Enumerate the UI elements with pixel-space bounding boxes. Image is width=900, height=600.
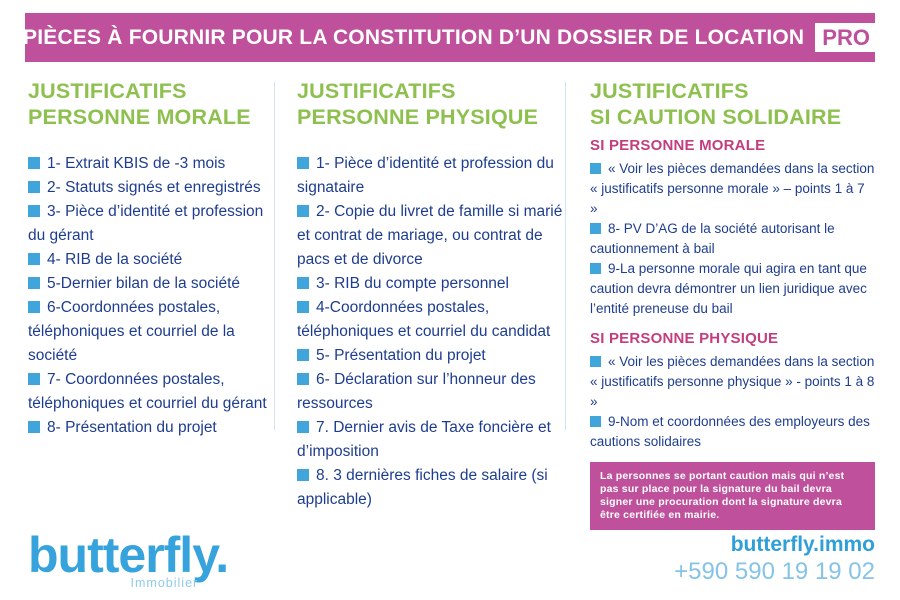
- column-divider: [274, 82, 275, 430]
- heading-line-1: JUSTIFICATIFS: [28, 79, 187, 103]
- item-text: 7. Dernier avis de Taxe foncière et d’im…: [297, 419, 551, 460]
- procuration-note: La personnes se portant caution mais qui…: [590, 462, 875, 530]
- bullet-square-icon: [590, 163, 601, 174]
- list-item: « Voir les pièces demandées dans la sect…: [590, 159, 875, 219]
- bullet-square-icon: [28, 277, 40, 289]
- item-text: 3- Pièce d’identité et profession du gér…: [28, 203, 264, 244]
- item-text: 1- Pièce d’identité et profession du sig…: [297, 155, 554, 196]
- bullet-square-icon: [28, 157, 40, 169]
- list-item: 7. Dernier avis de Taxe foncière et d’im…: [297, 416, 565, 464]
- item-text: 4- RIB de la société: [47, 251, 183, 268]
- column-caution-solidaire: JUSTIFICATIFS SI CAUTION SOLIDAIRE SI PE…: [590, 78, 875, 530]
- contact-info: butterfly.immo +590 590 19 19 02: [674, 532, 875, 586]
- list-item: 5-Dernier bilan de la société: [28, 272, 274, 296]
- column-heading: JUSTIFICATIFS PERSONNE MORALE: [28, 78, 274, 130]
- item-text: 2- Statuts signés et enregistrés: [47, 179, 261, 196]
- list-item: 9-La personne morale qui agira en tant q…: [590, 259, 875, 319]
- brand-logo: butterfly. Immobilier: [28, 527, 229, 590]
- logo-wordmark: butterfly.: [28, 527, 229, 583]
- list-item: 7- Coordonnées postales, téléphoniques e…: [28, 368, 274, 416]
- heading-line-2: SI CAUTION SOLIDAIRE: [590, 105, 842, 129]
- item-text: « Voir les pièces demandées dans la sect…: [590, 354, 875, 409]
- checklist: 1- Pièce d’identité et profession du sig…: [297, 152, 565, 512]
- heading-line-1: JUSTIFICATIFS: [297, 79, 456, 103]
- item-text: 6- Déclaration sur l’honneur des ressour…: [297, 371, 536, 412]
- section-si-personne-physique: SI PERSONNE PHYSIQUE « Voir les pièces d…: [590, 329, 875, 452]
- item-text: 9-La personne morale qui agira en tant q…: [590, 261, 867, 316]
- bullet-square-icon: [590, 263, 601, 274]
- list-item: 8- PV D’AG de la société autorisant le c…: [590, 219, 875, 259]
- logo-tagline: Immobilier: [130, 576, 199, 590]
- bullet-square-icon: [297, 157, 309, 169]
- bullet-square-icon: [297, 373, 309, 385]
- list-item: 4-Coordonnées postales, téléphoniques et…: [297, 296, 565, 344]
- heading-line-2: PERSONNE PHYSIQUE: [297, 105, 539, 129]
- bullet-square-icon: [590, 223, 601, 234]
- bullet-square-icon: [28, 205, 40, 217]
- bullet-square-icon: [297, 301, 309, 313]
- phone-number: +590 590 19 19 02: [674, 558, 875, 585]
- item-text: 8- PV D’AG de la société autorisant le c…: [590, 221, 835, 256]
- item-text: 7- Coordonnées postales, téléphoniques e…: [28, 371, 267, 412]
- list-item: 2- Statuts signés et enregistrés: [28, 176, 274, 200]
- item-text: 4-Coordonnées postales, téléphoniques et…: [297, 299, 551, 340]
- checklist: « Voir les pièces demandées dans la sect…: [590, 352, 875, 452]
- list-item: 2- Copie du livret de famille si marié e…: [297, 200, 565, 272]
- list-item: 3- RIB du compte personnel: [297, 272, 565, 296]
- list-item: 6- Déclaration sur l’honneur des ressour…: [297, 368, 565, 416]
- item-text: 8. 3 dernières fiches de salaire (si app…: [297, 467, 548, 508]
- bullet-square-icon: [28, 421, 40, 433]
- list-item: 9-Nom et coordonnées des employeurs des …: [590, 412, 875, 452]
- pro-badge: PRO: [815, 22, 877, 53]
- column-heading: JUSTIFICATIFS PERSONNE PHYSIQUE: [297, 78, 565, 130]
- list-item: 4- RIB de la société: [28, 248, 274, 272]
- item-text: « Voir les pièces demandées dans la sect…: [590, 161, 875, 216]
- bullet-square-icon: [590, 416, 601, 427]
- bullet-square-icon: [28, 253, 40, 265]
- item-text: 1- Extrait KBIS de -3 mois: [47, 155, 226, 172]
- item-text: 2- Copie du livret de famille si marié e…: [297, 203, 563, 268]
- item-text: 5-Dernier bilan de la société: [47, 275, 240, 292]
- item-text: 3- RIB du compte personnel: [316, 275, 509, 292]
- column-heading: JUSTIFICATIFS SI CAUTION SOLIDAIRE: [590, 78, 875, 130]
- bullet-square-icon: [297, 277, 309, 289]
- item-text: 6-Coordonnées postales, téléphoniques et…: [28, 299, 235, 364]
- website-text: butterfly.immo: [730, 533, 875, 556]
- bullet-square-icon: [590, 356, 601, 367]
- bullet-square-icon: [297, 469, 309, 481]
- column-divider: [565, 82, 566, 430]
- checklist: 1- Extrait KBIS de -3 mois 2- Statuts sig…: [28, 152, 274, 440]
- subheading: SI PERSONNE MORALE: [590, 137, 766, 154]
- bullet-square-icon: [28, 181, 40, 193]
- header-banner: PIÈCES À FOURNIR POUR LA CONSTITUTION D’…: [23, 13, 877, 62]
- item-text: 8- Présentation du projet: [47, 419, 217, 436]
- page-title: PIÈCES À FOURNIR POUR LA CONSTITUTION D’…: [23, 25, 805, 49]
- list-item: 1- Extrait KBIS de -3 mois: [28, 152, 274, 176]
- bullet-square-icon: [28, 373, 40, 385]
- section-si-personne-morale: SI PERSONNE MORALE « Voir les pièces dem…: [590, 136, 875, 319]
- list-item: 6-Coordonnées postales, téléphoniques et…: [28, 296, 274, 368]
- list-item: 8- Présentation du projet: [28, 416, 274, 440]
- checklist-columns: JUSTIFICATIFS PERSONNE MORALE 1- Extrait…: [28, 78, 875, 530]
- heading-line-2: PERSONNE MORALE: [28, 105, 251, 129]
- item-text: 5- Présentation du projet: [316, 347, 486, 364]
- column-personne-physique: JUSTIFICATIFS PERSONNE PHYSIQUE 1- Pièce…: [297, 78, 565, 530]
- column-personne-morale: JUSTIFICATIFS PERSONNE MORALE 1- Extrait…: [28, 78, 274, 530]
- bullet-square-icon: [297, 205, 309, 217]
- bullet-square-icon: [297, 349, 309, 361]
- list-item: 1- Pièce d’identité et profession du sig…: [297, 152, 565, 200]
- heading-line-1: JUSTIFICATIFS: [590, 79, 749, 103]
- bullet-square-icon: [297, 421, 309, 433]
- list-item: 8. 3 dernières fiches de salaire (si app…: [297, 464, 565, 512]
- item-text: 9-Nom et coordonnées des employeurs des …: [590, 414, 870, 449]
- list-item: 3- Pièce d’identité et profession du gér…: [28, 200, 274, 248]
- subheading: SI PERSONNE PHYSIQUE: [590, 330, 779, 347]
- list-item: « Voir les pièces demandées dans la sect…: [590, 352, 875, 412]
- checklist: « Voir les pièces demandées dans la sect…: [590, 159, 875, 319]
- bullet-square-icon: [28, 301, 40, 313]
- list-item: 5- Présentation du projet: [297, 344, 565, 368]
